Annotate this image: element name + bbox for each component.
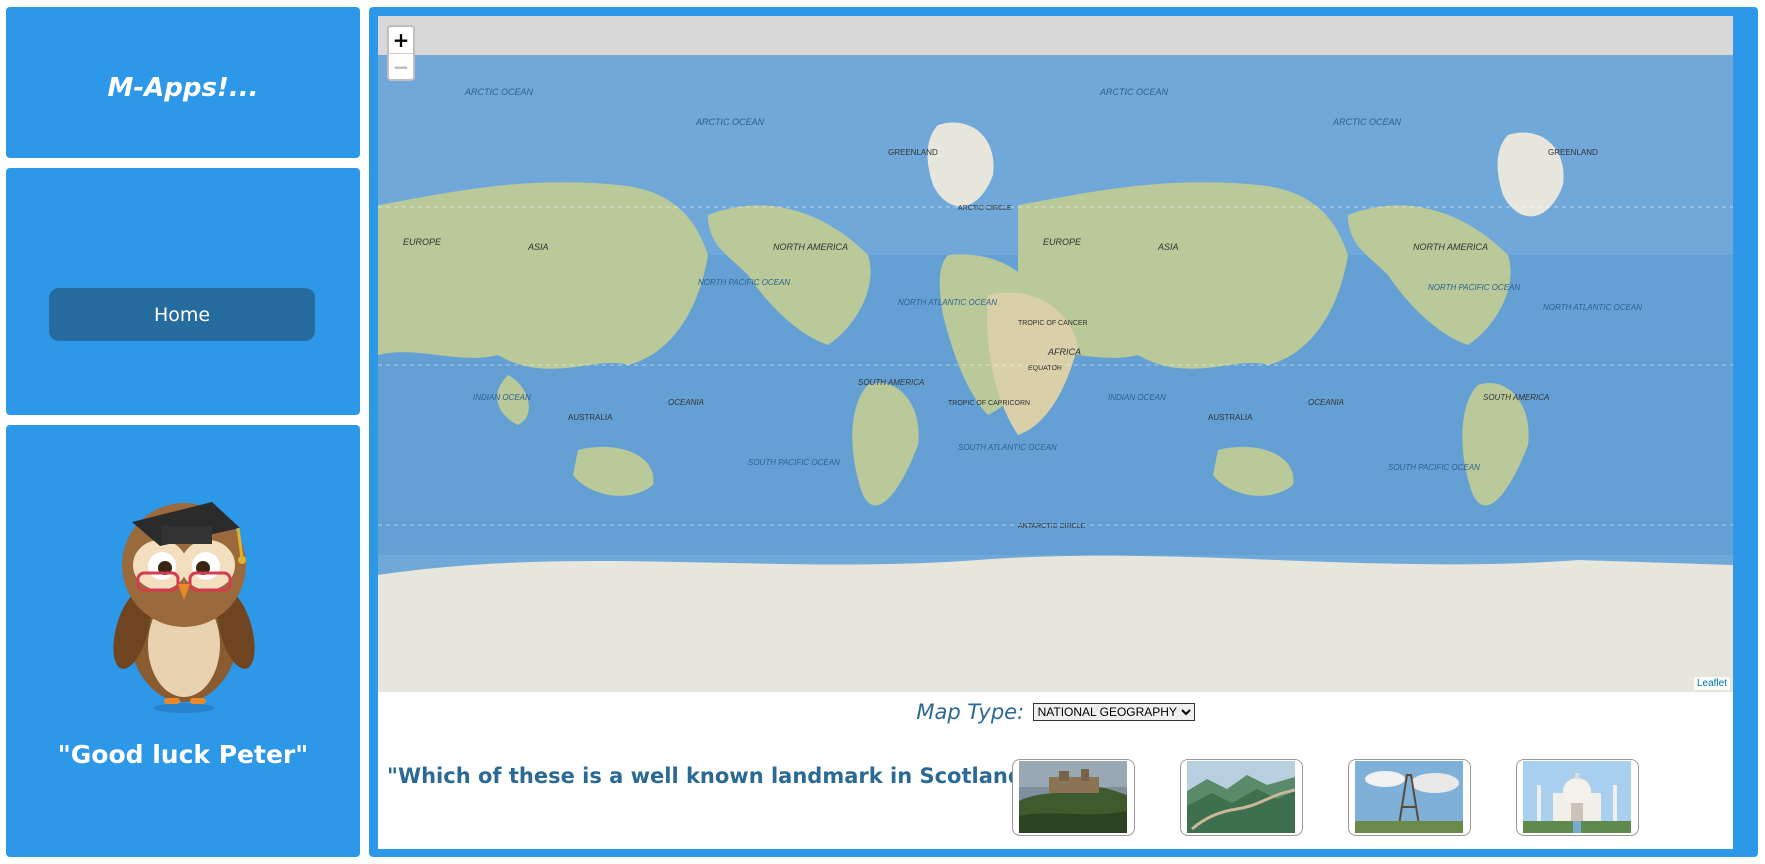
map-label: INDIAN OCEAN <box>1108 393 1166 402</box>
great-wall-image-icon <box>1187 761 1295 833</box>
app-title: M-Apps!... <box>107 73 259 103</box>
good-luck-message: "Good luck Peter" <box>57 740 309 769</box>
map-type-label: Map Type: <box>916 700 1025 724</box>
map-label: TROPIC OF CAPRICORN <box>948 400 1030 407</box>
answer-taj-mahal[interactable] <box>1516 759 1639 836</box>
zoom-in-button[interactable]: + <box>392 28 410 52</box>
taj-mahal-image-icon <box>1523 761 1631 833</box>
map-label: SOUTH PACIFIC OCEAN <box>748 458 840 467</box>
owl-mascot-icon <box>113 502 255 713</box>
map-label: ASIA <box>527 242 549 252</box>
answer-great-wall[interactable] <box>1180 759 1303 836</box>
map-label: AUSTRALIA <box>1208 413 1253 422</box>
map-label: GREENLAND <box>1548 148 1598 157</box>
map-label: ARCTIC OCEAN <box>1099 87 1169 97</box>
answer-castle-on-rock[interactable] <box>1012 759 1135 836</box>
map-label: AFRICA <box>1047 347 1081 357</box>
map-tiles[interactable]: ARCTIC OCEAN ARCTIC OCEAN GREENLAND ARCT… <box>378 55 1733 692</box>
map-label: ARCTIC OCEAN <box>695 117 765 127</box>
map-label: ASIA <box>1157 242 1179 252</box>
map-label: NORTH PACIFIC OCEAN <box>1428 283 1520 292</box>
nav-panel: Home <box>6 168 360 415</box>
content-area: + − ARCTIC OCEAN ARCTIC OCEAN <box>378 16 1733 849</box>
home-button[interactable]: Home <box>49 288 315 341</box>
attribution-link[interactable]: Leaflet <box>1693 677 1730 690</box>
map-label: ARCTIC OCEAN <box>1332 117 1402 127</box>
map-label: NORTH PACIFIC OCEAN <box>698 278 790 287</box>
map-label: OCEANIA <box>1308 398 1344 407</box>
map-type-row: Map Type: NATIONAL GEOGRAPHY <box>378 700 1733 724</box>
castle-image-icon <box>1019 761 1127 833</box>
map-label: EUROPE <box>1043 237 1082 247</box>
map-label: OCEANIA <box>668 398 704 407</box>
map-label: NORTH AMERICA <box>1413 242 1488 252</box>
map-label: NORTH AMERICA <box>773 242 848 252</box>
map-label: SOUTH AMERICA <box>858 378 924 387</box>
zoom-control: + − <box>387 25 415 81</box>
answer-eiffel-tower[interactable] <box>1348 759 1471 836</box>
world-copy-2: ARCTIC OCEAN ARCTIC OCEAN GREENLAND EURO… <box>898 87 1733 692</box>
map-label: ARCTIC CIRCLE <box>958 205 1012 212</box>
main-frame: + − ARCTIC OCEAN ARCTIC OCEAN <box>369 7 1758 857</box>
eiffel-tower-image-icon <box>1355 761 1463 833</box>
map-label: SOUTH PACIFIC OCEAN <box>1388 463 1480 472</box>
zoom-out-button[interactable]: − <box>389 53 413 79</box>
world-map[interactable]: + − ARCTIC OCEAN ARCTIC OCEAN <box>378 16 1733 692</box>
map-label: SOUTH AMERICA <box>1483 393 1549 402</box>
mascot-panel: "Good luck Peter" <box>6 425 360 857</box>
map-label: INDIAN OCEAN <box>473 393 531 402</box>
brand-panel: M-Apps!... <box>6 7 360 158</box>
map-label: EUROPE <box>403 237 442 247</box>
map-label: ANTARCTIC CIRCLE <box>1018 523 1085 530</box>
map-label: NORTH ATLANTIC OCEAN <box>898 298 997 307</box>
map-label: ARCTIC OCEAN <box>464 87 534 97</box>
map-label: NORTH ATLANTIC OCEAN <box>1543 303 1642 312</box>
map-label: TROPIC OF CANCER <box>1018 320 1088 327</box>
map-label: EQUATOR <box>1028 365 1062 372</box>
map-label: SOUTH ATLANTIC OCEAN <box>958 443 1057 452</box>
quiz-question: "Which of these is a well known landmark… <box>387 764 1046 788</box>
map-type-select[interactable]: NATIONAL GEOGRAPHY <box>1032 703 1195 721</box>
map-label: AUSTRALIA <box>568 413 613 422</box>
map-label: GREENLAND <box>888 148 938 157</box>
